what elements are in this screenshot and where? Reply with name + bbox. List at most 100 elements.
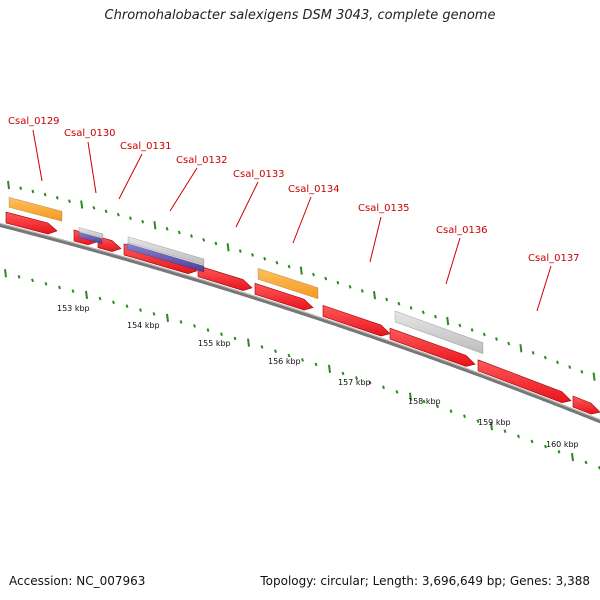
minor-tick (68, 199, 71, 203)
minor-tick (507, 341, 511, 346)
gene-arrow (197, 265, 253, 291)
minor-tick (141, 219, 145, 224)
minor-tick (556, 360, 559, 365)
minor-tick (568, 365, 572, 369)
cds-feature-gray (78, 226, 104, 240)
minor-tick (238, 249, 242, 253)
minor-tick (436, 404, 439, 409)
minor-tick (397, 301, 401, 306)
minor-tick (544, 444, 547, 449)
minor-tick (503, 429, 507, 434)
major-tick (592, 372, 596, 381)
minor-tick (251, 253, 254, 257)
cds-feature-orange (257, 267, 319, 300)
genome-title: Chromohalobacter salexigens DSM 3043, co… (104, 8, 496, 23)
gene-label: Csal_0131 (120, 141, 172, 152)
major-tick (247, 338, 250, 347)
minor-tick (139, 308, 142, 312)
minor-tick (177, 230, 181, 235)
genome-summary-text: Topology: circular; Length: 3,696,649 bp… (260, 574, 590, 588)
gene-leader-line (235, 181, 259, 228)
minor-tick (92, 206, 96, 210)
minor-tick (274, 349, 277, 354)
minor-tick (71, 289, 75, 293)
major-tick (519, 344, 523, 353)
minor-tick (482, 332, 486, 337)
scale-label: 160 kbp (546, 440, 579, 449)
scale-label: 153 kbp (57, 304, 90, 313)
minor-tick (355, 376, 358, 380)
minor-tick (125, 304, 129, 308)
minor-tick (314, 362, 318, 367)
minor-tick (233, 336, 237, 341)
major-tick (373, 291, 376, 300)
major-tick (166, 313, 169, 323)
major-tick (226, 243, 230, 252)
gene-label: Csal_0135 (358, 203, 410, 214)
cds-feature-gray (127, 236, 205, 266)
minor-tick (495, 337, 498, 341)
minor-tick (463, 414, 466, 418)
gene-arrow (477, 359, 572, 404)
minor-tick (112, 300, 115, 305)
minor-tick (395, 390, 399, 394)
minor-tick (31, 189, 35, 194)
gene-arrow (5, 211, 58, 235)
minor-tick (348, 284, 352, 289)
minor-tick (202, 237, 206, 242)
gene-leader-line (536, 265, 552, 312)
minor-tick (458, 323, 462, 328)
minor-tick (531, 351, 535, 355)
accession-text: Accession: NC_007963 (9, 574, 146, 588)
gene-label: Csal_0130 (64, 128, 116, 139)
minor-tick (287, 353, 291, 358)
gene-leader-line (169, 167, 198, 212)
gene-arrow (322, 304, 391, 337)
gene-leader-line (118, 153, 143, 200)
major-tick (328, 364, 331, 374)
minor-tick (557, 450, 561, 454)
minor-tick (382, 385, 385, 390)
minor-tick (17, 274, 21, 279)
minor-tick (44, 282, 48, 286)
minor-tick (409, 306, 413, 310)
gene-arrow (572, 395, 600, 415)
genome-backbone (0, 222, 600, 424)
scale-label: 156 kbp (268, 357, 301, 366)
gene-leader-line (369, 216, 382, 263)
genome-backbone-highlight (0, 222, 600, 421)
gene-label: Csal_0133 (233, 169, 285, 180)
major-tick (409, 392, 412, 401)
gene-label: Csal_0129 (8, 116, 60, 127)
cds-feature-purple (126, 242, 205, 273)
gene-leader-line (87, 141, 97, 194)
minor-tick (449, 409, 453, 414)
minor-tick (98, 296, 102, 301)
minor-tick (179, 320, 183, 324)
scale-label: 157 kbp (338, 378, 371, 387)
minor-tick (301, 358, 304, 362)
minor-tick (58, 285, 61, 290)
minor-tick (530, 439, 534, 444)
minor-tick (260, 345, 264, 349)
scale-label: 154 kbp (127, 321, 160, 330)
minor-tick (116, 212, 120, 217)
minor-tick (421, 310, 425, 315)
major-tick (299, 266, 303, 275)
minor-tick (275, 260, 279, 265)
gene-leader-line (32, 129, 43, 182)
minor-tick (206, 328, 210, 332)
gene-arrow (389, 327, 476, 367)
gene-arrow (254, 282, 314, 311)
gene-label: Csal_0137 (528, 253, 580, 264)
gene-label: Csal_0132 (176, 155, 228, 166)
gene-label: Csal_0134 (288, 184, 340, 195)
minor-tick (152, 312, 156, 316)
minor-tick (422, 399, 426, 404)
minor-tick (324, 276, 328, 281)
minor-tick (580, 370, 584, 374)
minor-tick (517, 434, 520, 439)
minor-tick (220, 332, 223, 337)
minor-tick (312, 272, 315, 277)
